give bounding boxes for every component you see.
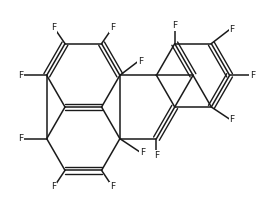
- Text: F: F: [110, 182, 115, 191]
- Text: F: F: [110, 23, 115, 32]
- Text: F: F: [230, 25, 235, 34]
- Text: F: F: [230, 115, 235, 124]
- Text: F: F: [140, 148, 145, 157]
- Text: F: F: [154, 151, 159, 160]
- Text: F: F: [138, 57, 143, 66]
- Text: F: F: [51, 23, 56, 32]
- Text: F: F: [18, 71, 23, 80]
- Text: F: F: [172, 21, 177, 30]
- Text: F: F: [250, 71, 255, 80]
- Text: F: F: [51, 182, 56, 191]
- Text: F: F: [18, 134, 23, 143]
